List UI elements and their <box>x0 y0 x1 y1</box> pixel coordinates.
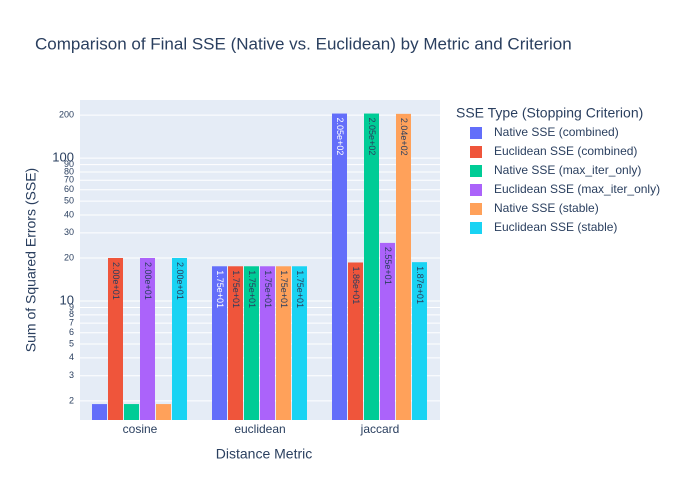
legend-item: Euclidean SSE (combined) <box>470 144 637 158</box>
bar <box>364 113 379 421</box>
y-tick-label: 90 <box>64 159 74 169</box>
legend-swatch <box>470 165 482 177</box>
legend-label: Euclidean SSE (combined) <box>494 144 637 158</box>
bar <box>108 257 123 420</box>
x-tick-label: euclidean <box>234 422 285 436</box>
bar-value-label: 2.04e+02 <box>399 118 409 156</box>
legend-item: Native SSE (combined) <box>470 125 619 139</box>
bar-value-label: 2.00e+01 <box>175 262 185 300</box>
y-tick-label: 10 <box>60 292 74 307</box>
bar <box>244 266 259 420</box>
y-tick-label: 50 <box>64 195 74 205</box>
y-tick-label: 8 <box>69 309 74 319</box>
bar-value-label: 1.87e+01 <box>415 266 425 304</box>
bar <box>348 262 363 420</box>
y-tick-label: 200 <box>59 109 74 119</box>
x-tick-label: jaccard <box>360 422 400 436</box>
bar <box>396 113 411 420</box>
y-tick-label: 20 <box>64 252 74 262</box>
y-axis-title: Sum of Squared Errors (SSE) <box>23 168 39 352</box>
y-tick-label: 60 <box>64 184 74 194</box>
y-tick-label: 100 <box>52 150 74 165</box>
bar-value-label: 1.75e+01 <box>295 270 305 308</box>
legend-swatch <box>470 146 482 158</box>
y-tick-label: 40 <box>64 209 74 219</box>
bar-value-label: 1.75e+01 <box>263 270 273 308</box>
bar <box>292 266 307 420</box>
bar-value-label: 1.75e+01 <box>231 270 241 308</box>
bar-value-label: 2.05e+02 <box>335 118 345 156</box>
y-tick-label: 80 <box>64 166 74 176</box>
bar-value-label: 2.55e+01 <box>383 247 393 285</box>
y-tick-label: 2 <box>69 395 74 405</box>
legend-swatch <box>470 222 482 234</box>
bar <box>260 266 275 420</box>
legend-item: Euclidean SSE (stable) <box>470 220 617 234</box>
legend-swatch <box>470 127 482 139</box>
bar <box>212 266 227 420</box>
bar-value-label: 1.86e+01 <box>351 266 361 304</box>
bar <box>124 404 139 420</box>
bar-value-label: 2.00e+01 <box>111 262 121 300</box>
chart-title: Comparison of Final SSE (Native vs. Eucl… <box>35 34 572 53</box>
legend-label: Native SSE (stable) <box>494 201 599 215</box>
bar-value-label: 2.00e+01 <box>143 262 153 300</box>
bar <box>172 257 187 420</box>
bar <box>276 266 291 420</box>
legend-label: Euclidean SSE (max_iter_only) <box>494 182 660 196</box>
bar <box>412 262 427 420</box>
bar-value-label: 1.75e+01 <box>279 270 289 308</box>
bar <box>156 404 171 420</box>
bar-value-label: 1.75e+01 <box>247 270 257 308</box>
legend-label: Native SSE (max_iter_only) <box>494 163 641 177</box>
legend-item: Native SSE (max_iter_only) <box>470 163 641 177</box>
x-axis-title: Distance Metric <box>216 446 312 462</box>
legend-label: Native SSE (combined) <box>494 125 619 139</box>
legend-swatch <box>470 184 482 196</box>
bar <box>228 266 243 420</box>
x-tick-label: cosine <box>123 422 158 436</box>
y-tick-label: 7 <box>69 318 74 328</box>
y-tick-label: 9 <box>69 302 74 312</box>
y-tick-label: 6 <box>69 327 74 337</box>
bar-value-label: 2.05e+02 <box>367 118 377 156</box>
legend-label: Euclidean SSE (stable) <box>494 220 617 234</box>
y-tick-label: 4 <box>69 352 74 362</box>
legend-item: Euclidean SSE (max_iter_only) <box>470 182 660 196</box>
y-tick-label: 3 <box>69 370 74 380</box>
bar <box>380 242 395 420</box>
y-tick-label: 70 <box>64 175 74 185</box>
legend-title: SSE Type (Stopping Criterion) <box>456 105 643 121</box>
y-tick-label: 30 <box>64 227 74 237</box>
legend-swatch <box>470 203 482 215</box>
bar <box>332 113 347 421</box>
bar <box>140 257 155 420</box>
legend-item: Native SSE (stable) <box>470 201 599 215</box>
y-tick-label: 5 <box>69 338 74 348</box>
bar-value-label: 1.75e+01 <box>215 270 225 308</box>
bar <box>92 404 107 420</box>
